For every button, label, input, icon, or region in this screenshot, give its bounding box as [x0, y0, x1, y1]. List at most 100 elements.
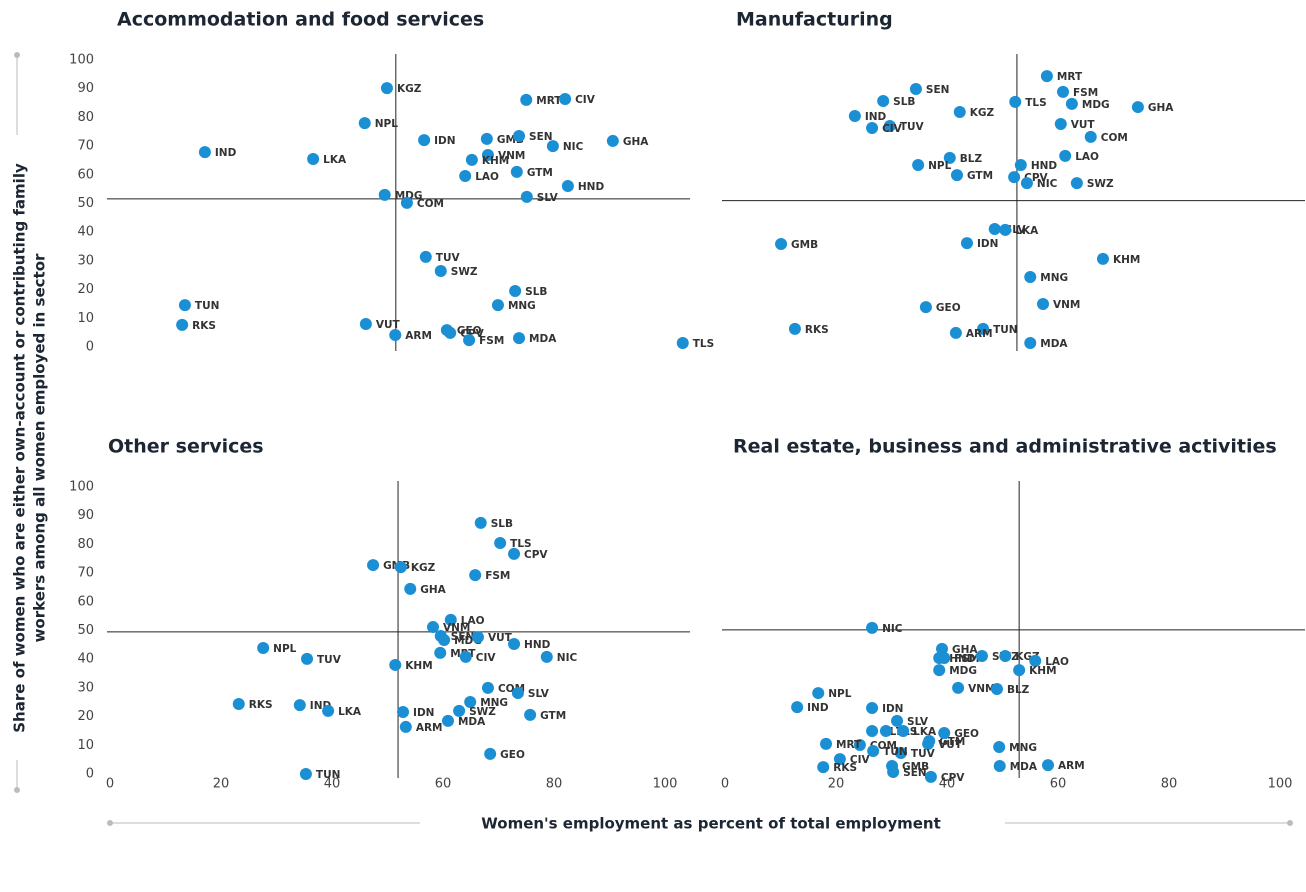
y-tick-label: 0	[86, 340, 94, 355]
point	[999, 650, 1012, 663]
point-label: SLV	[907, 716, 929, 728]
panel-title: Other services	[108, 436, 264, 458]
point	[791, 701, 804, 714]
point-label: KGZ	[411, 562, 436, 574]
point-label: IDN	[882, 703, 903, 715]
point	[520, 93, 533, 106]
y-tick-label: 0	[86, 767, 94, 782]
point	[988, 223, 1001, 236]
point	[524, 708, 537, 721]
point	[1042, 759, 1055, 772]
point	[441, 714, 454, 727]
point-label: NIC	[882, 623, 903, 635]
point	[513, 332, 526, 345]
point-label: ARM	[416, 722, 443, 734]
point	[866, 122, 879, 135]
point	[389, 658, 402, 671]
point-label: COM	[1101, 132, 1128, 144]
point	[481, 681, 494, 694]
point	[866, 621, 879, 634]
point-label: CIV	[476, 652, 497, 664]
point-label: MNG	[508, 300, 536, 312]
point	[1024, 336, 1037, 349]
point	[960, 237, 973, 250]
x-tick-label: 80	[1161, 777, 1178, 792]
point-label: GEO	[954, 728, 979, 740]
point-label: GEO	[936, 302, 961, 314]
y-tick-label: 10	[77, 738, 94, 753]
point	[820, 737, 833, 750]
point	[812, 687, 825, 700]
point-label: TUV	[317, 654, 342, 666]
point-label: SWZ	[451, 266, 478, 278]
point-label: GHA	[1148, 102, 1174, 114]
point	[894, 747, 907, 760]
point	[993, 741, 1006, 754]
point-label: SEN	[451, 631, 475, 643]
point	[938, 652, 951, 665]
point-label: TUV	[436, 252, 461, 264]
point-label: SEN	[529, 131, 553, 143]
point	[546, 140, 559, 153]
point-label: MDA	[529, 333, 557, 345]
point	[559, 93, 572, 106]
point-label: BLZ	[960, 153, 983, 165]
point	[867, 745, 880, 758]
point-label: VNM	[498, 150, 525, 162]
point-label: FSM	[479, 335, 504, 347]
point-label: TUN	[883, 746, 907, 758]
point-label: NPL	[273, 643, 296, 655]
point	[887, 765, 900, 778]
point-label: LKA	[338, 706, 362, 718]
point-label: KHM	[405, 660, 432, 672]
point-label: LAO	[1045, 656, 1069, 668]
y-tick-label: 20	[77, 282, 94, 297]
point-label: SLB	[491, 518, 513, 530]
point-label: VUT	[488, 632, 513, 644]
point	[936, 642, 949, 655]
point	[891, 714, 904, 727]
point-label: NIC	[1037, 178, 1058, 190]
point-label: MDA	[1010, 761, 1038, 773]
y-tick-label: 60	[77, 167, 94, 182]
point	[1065, 97, 1078, 110]
point	[469, 569, 482, 582]
point	[198, 146, 211, 159]
point	[897, 724, 910, 737]
point-label: NPL	[928, 160, 951, 172]
point	[427, 621, 440, 634]
point	[817, 761, 830, 774]
point-label: SEN	[903, 767, 927, 779]
point-label: CPV	[941, 772, 965, 784]
y-tick-label: 70	[77, 139, 94, 154]
point	[833, 753, 846, 766]
point-label: GTM	[967, 170, 993, 182]
point	[367, 559, 380, 572]
point	[481, 148, 494, 161]
y-tick-label: 90	[77, 81, 94, 96]
point-label: IDN	[434, 135, 455, 147]
point	[508, 547, 521, 560]
point	[1131, 101, 1144, 114]
point	[404, 582, 417, 595]
y-tick-label: 90	[77, 508, 94, 523]
point-label: VNM	[968, 683, 995, 695]
point-label: MNG	[480, 697, 508, 709]
point	[1056, 85, 1069, 98]
point	[484, 747, 497, 760]
point	[494, 536, 507, 549]
point-label: NIC	[563, 141, 584, 153]
y-tick-label: 50	[77, 623, 94, 638]
point	[389, 328, 402, 341]
point-label: IDN	[977, 238, 998, 250]
point	[178, 299, 191, 312]
y-tick-label: 70	[77, 566, 94, 581]
point	[999, 223, 1012, 236]
point	[938, 726, 951, 739]
point-label: GHA	[420, 584, 446, 596]
point-label: GMB	[791, 239, 818, 251]
point-label: MDA	[1040, 338, 1068, 350]
point-label: RKS	[192, 320, 216, 332]
point-label: VNM	[1053, 299, 1080, 311]
